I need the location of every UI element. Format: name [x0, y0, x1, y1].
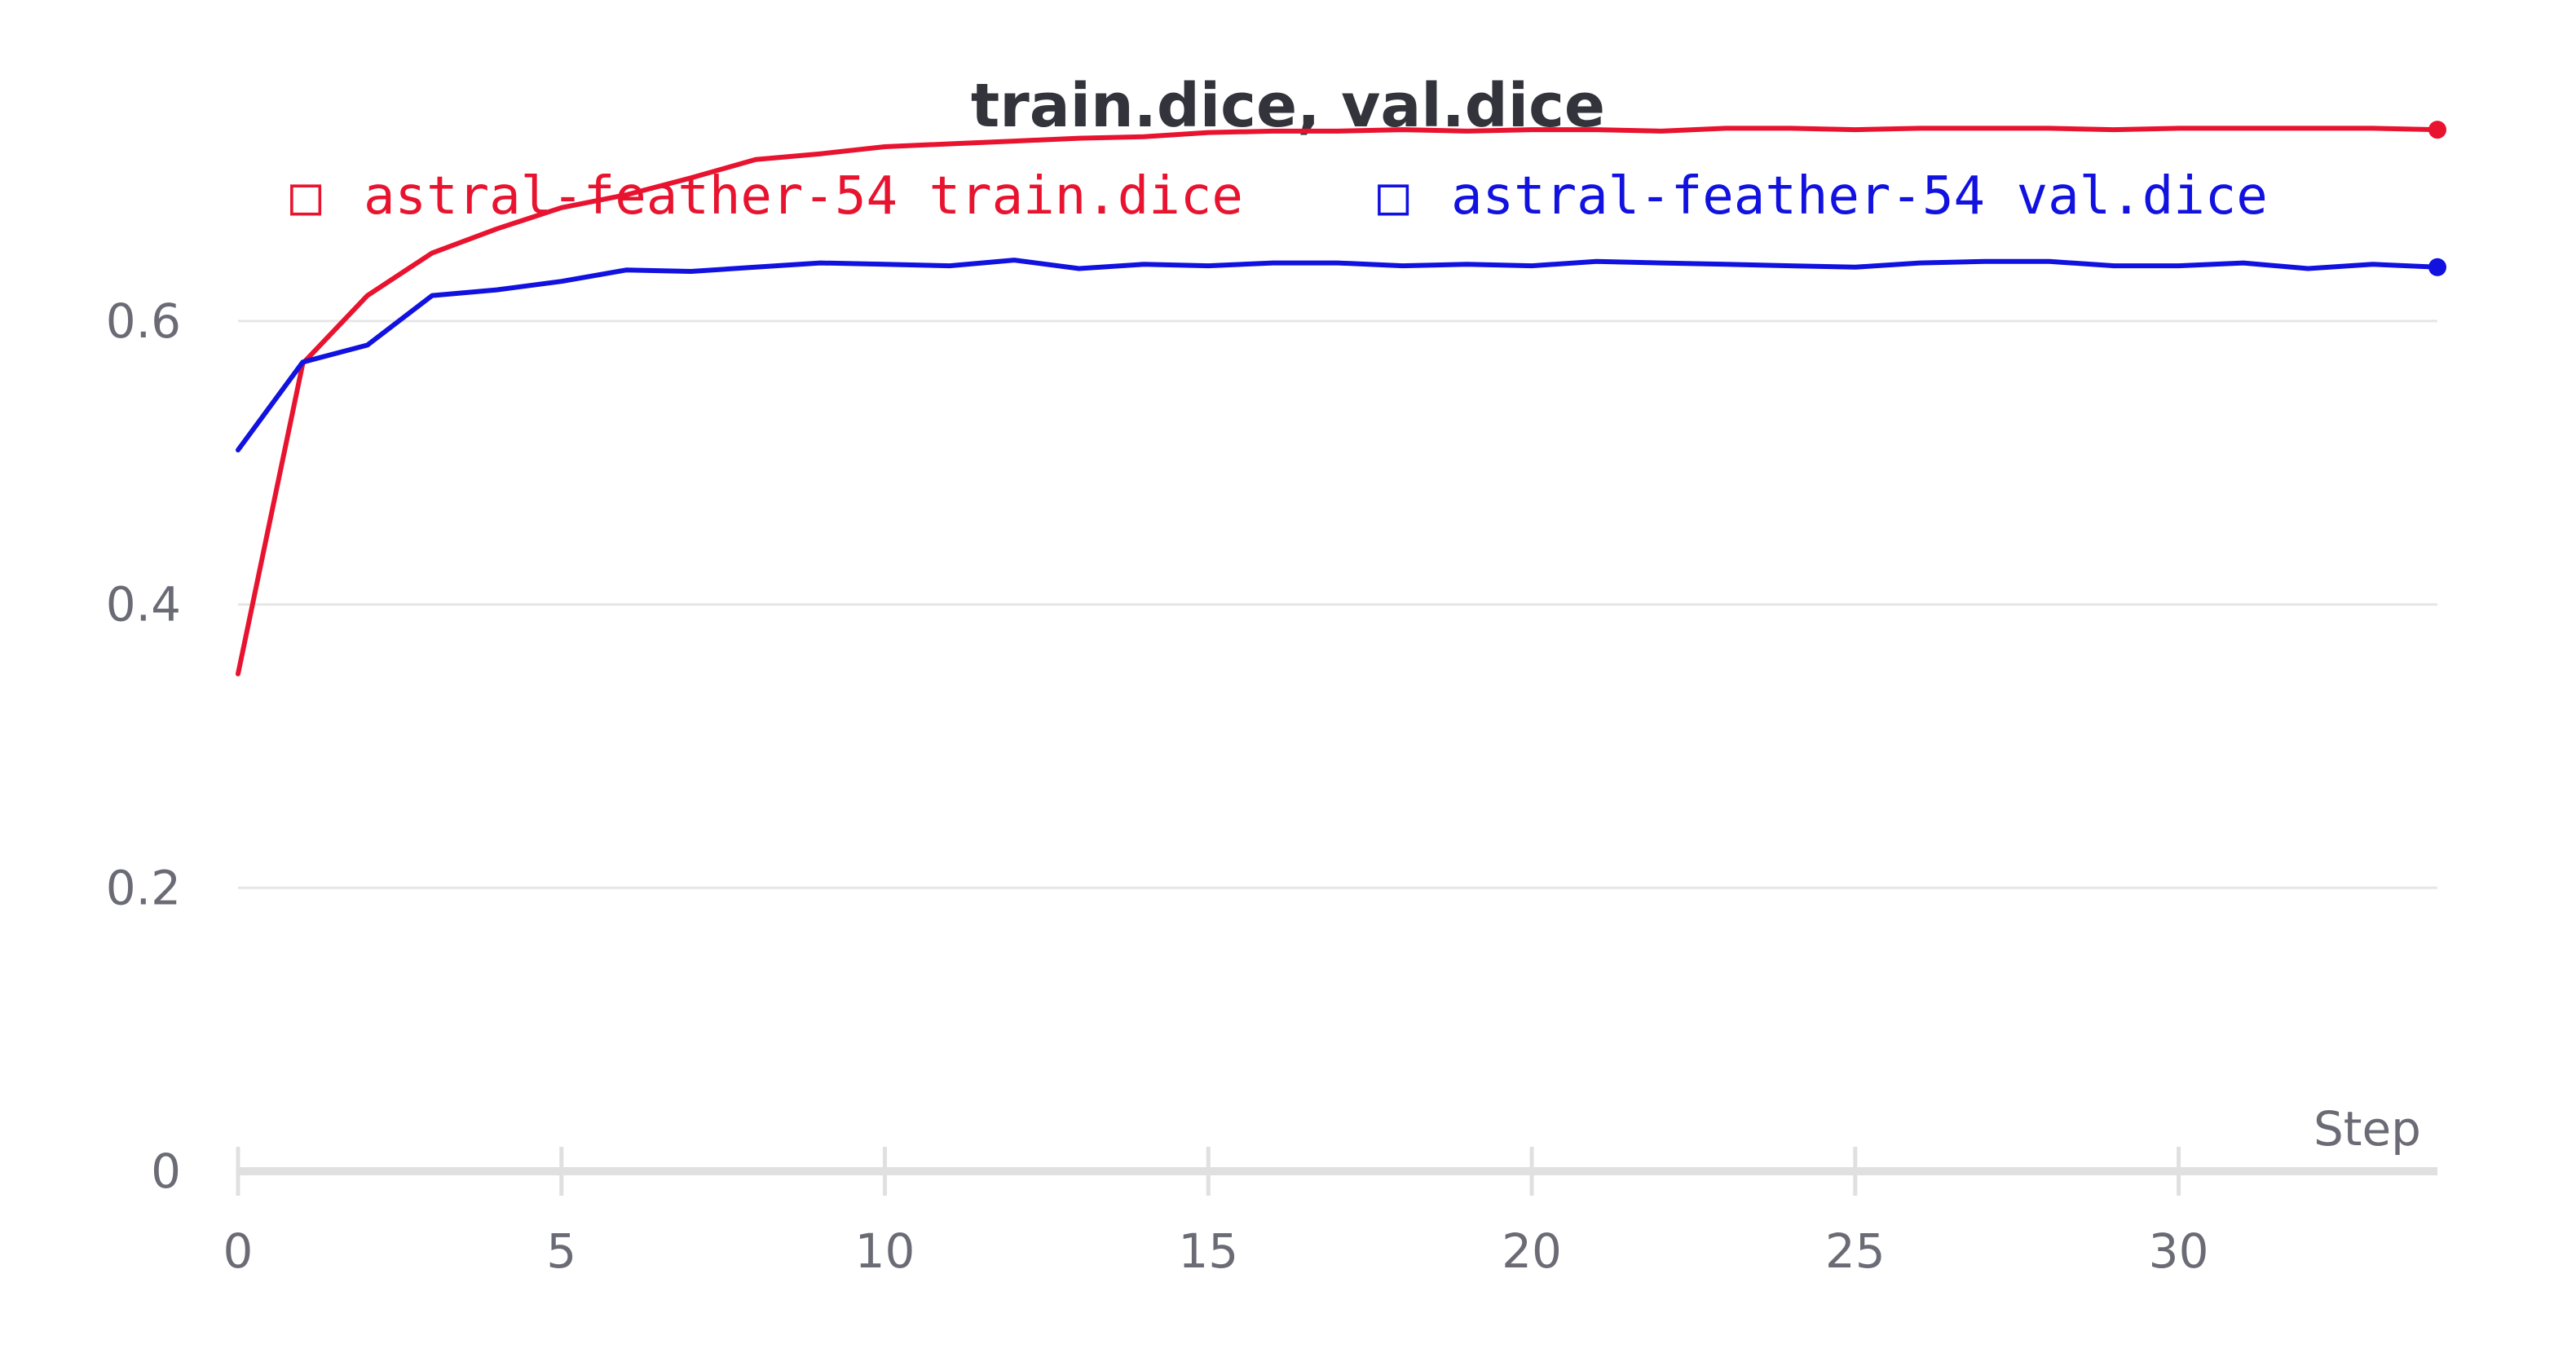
y-tick-label: 0: [151, 1144, 181, 1199]
legend-marker-icon: □: [1378, 166, 1409, 227]
series-line-train-dice: [236, 126, 2440, 676]
y-axis: 0 0.2 0.4 0.6: [106, 293, 181, 1199]
legend-item[interactable]: □ astral-feather-54 train.dice: [290, 166, 1243, 227]
x-tick-label: 0: [223, 1223, 254, 1279]
y-tick-label: 0.6: [106, 293, 181, 349]
x-axis: 0 5 10 15 20 25 30: [223, 1147, 2437, 1279]
series-group: [236, 121, 2446, 676]
legend-marker-icon: □: [290, 166, 322, 227]
legend-label: astral-feather-54 train.dice: [364, 166, 1243, 227]
x-tick-label: 5: [546, 1223, 576, 1279]
y-tick-label: 0.2: [106, 860, 181, 915]
y-tick-label: 0.4: [106, 577, 181, 632]
legend-label: astral-feather-54 val.dice: [1451, 166, 2268, 227]
x-tick-label: 20: [1502, 1223, 1562, 1279]
x-axis-label: Step: [2314, 1101, 2421, 1157]
x-tick-label: 10: [855, 1223, 915, 1279]
x-tick-label: 25: [1825, 1223, 1886, 1279]
series-end-marker: [2428, 121, 2446, 139]
series-end-marker: [2428, 258, 2446, 276]
x-tick-label: 30: [2149, 1223, 2209, 1279]
series-line-val-dice: [236, 258, 2440, 453]
legend-item[interactable]: □ astral-feather-54 val.dice: [1378, 166, 2268, 227]
legend: □ astral-feather-54 train.dice □ astral-fea…: [290, 166, 2268, 227]
grid-lines: [238, 320, 2437, 889]
x-tick-label: 15: [1178, 1223, 1238, 1279]
